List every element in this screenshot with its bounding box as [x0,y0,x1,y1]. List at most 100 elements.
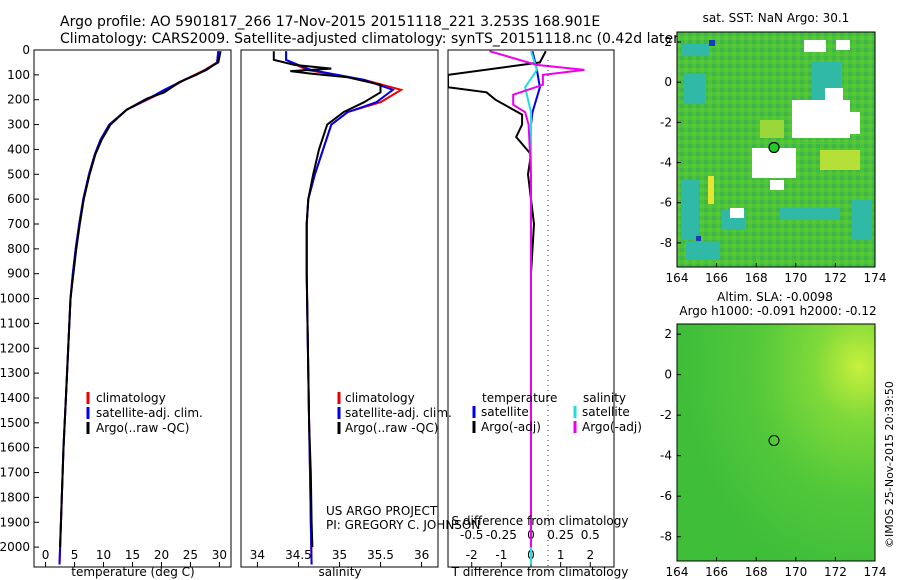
map-lat-tick-label: -2 [660,115,672,129]
depth-tick-label: 1900 [0,515,30,529]
salinity-axis-label: salinity [318,565,361,579]
sst-map-frame [676,31,876,268]
temperature-climatology-line [58,51,220,565]
map-lon-tick-label: 168 [745,271,768,285]
s-difference-tick-label: -0.5 [460,528,483,542]
salinity-tick-label: 34 [250,548,265,562]
salinity-argo-line [272,51,382,548]
depth-tick-label: 1300 [0,366,30,380]
sst-map-title: sat. SST: NaN Argo: 30.1 [703,11,850,25]
salinity-axis-ticks: 34 34.5 35 35.5 36 [250,548,429,567]
t-difference-tick-label: 1 [557,548,565,562]
argo-location-marker [768,141,780,154]
s-difference-tick-label: -0.25 [486,528,517,542]
map-lat-tick-label: -8 [660,236,672,250]
depth-axis-ticks: 0 100 200 300 400 500 600 700 800 900 1000 1100 1200… [0,43,39,554]
temperature-argo-line [59,50,222,548]
credit-line-1: US ARGO PROJECT [326,504,438,518]
legend-salinity-heading: salinity [583,391,626,405]
salinity-plot-frame [240,49,439,568]
map-lon-tick-label: 168 [745,565,768,579]
depth-tick-label: 1100 [0,316,30,330]
depth-tick-label: 1000 [0,292,30,306]
legend-climatology-label: climatology [96,391,166,405]
map-lat-tick-label: 0 [664,75,672,89]
map-lat-tick-label: -8 [660,530,672,544]
salinity-legend: climatology satellite-adj. clim. Argo(..… [337,391,452,435]
depth-tick-label: 1500 [0,416,30,430]
s-difference-tick-label: 0.25 [547,528,574,542]
map-lon-tick-label: 172 [824,565,847,579]
depth-tick-label: 1400 [0,391,30,405]
map-lat-tick-label: -2 [660,408,672,422]
legend-s-satellite-label: satellite [582,405,630,419]
difference-series [448,50,585,565]
map-lat-tick-label: -6 [660,489,672,503]
header-line-1: Argo profile: AO 5901817_266 17-Nov-2015… [60,14,600,30]
sla-map-frame [676,323,876,562]
temperature-legend: climatology satellite-adj. clim. Argo(..… [86,391,203,435]
temperature-tick-label: 25 [183,548,198,562]
t-difference-tick-label: 2 [586,548,594,562]
depth-tick-label: 1700 [0,466,30,480]
t-difference-axis-label: T difference from climatology [451,565,629,579]
temperature-axis-ticks: 0 5 10 15 20 25 30 [42,548,227,567]
s-difference-tick-label: 0.5 [581,528,600,542]
t-difference-tick-label: -2 [466,548,478,562]
depth-tick-label: 300 [7,118,30,132]
map-lon-tick-label: 174 [864,565,887,579]
legend-argo-label: Argo(..raw -QC) [96,421,189,435]
header-line-2: Climatology: CARS2009. Satellite-adjuste… [60,31,684,47]
salinity-climatology-line [285,51,404,565]
legend-climatology-label: climatology [345,391,415,405]
salinity-tick-label: 36 [414,548,429,562]
map-lat-tick-label: -4 [660,449,672,463]
temperature-tick-label: 30 [212,548,227,562]
sla-map-image [677,324,875,561]
depth-tick-label: 0 [22,43,30,57]
map-lon-tick-label: 170 [784,565,807,579]
salinity-satellite-line [285,51,396,565]
salinity-tick-label: 34.5 [285,548,312,562]
map-lon-tick-label: 174 [864,271,887,285]
temperature-tick-label: 20 [154,548,169,562]
depth-tick-label: 2000 [0,540,30,554]
map-lon-tick-label: 164 [666,565,689,579]
temperature-series [58,50,222,565]
salinity-tick-label: 35.5 [367,548,394,562]
map-lon-tick-label: 164 [666,271,689,285]
depth-tick-label: 900 [7,267,30,281]
s-difference-axis-label: S difference from climatology [452,514,629,528]
difference-t-satellite-line [530,50,541,565]
temperature-axis-label: temperature (deg C) [71,565,194,579]
depth-tick-label: 500 [7,167,30,181]
salinity-series [272,51,404,565]
temperature-tick-label: 5 [71,548,79,562]
depth-tick-label: 200 [7,93,30,107]
t-difference-tick-label: -1 [495,548,507,562]
map-lon-tick-label: 172 [824,271,847,285]
credit-line-2: PI: GREGORY C. JOHNSON [326,518,480,532]
temperature-satellite-line [58,51,220,565]
legend-satellite-label: satellite-adj. clim. [96,406,203,420]
difference-s-argo-line [489,50,585,548]
depth-tick-label: 800 [7,242,30,256]
map-lon-tick-label: 170 [784,271,807,285]
map-lat-tick-label: 0 [664,368,672,382]
map-lat-tick-label: -6 [660,196,672,210]
legend-s-argo-label: Argo(-adj) [582,420,642,434]
depth-tick-label: 1600 [0,441,30,455]
temperature-tick-label: 0 [42,548,50,562]
salinity-tick-label: 35 [332,548,347,562]
legend-satellite-label: satellite-adj. clim. [345,406,452,420]
depth-tick-label: 100 [7,68,30,82]
map-lat-tick-label: 2 [664,35,672,49]
depth-tick-label: 1200 [0,341,30,355]
sst-map-ticks: 164 166 168 170 172 174 2 0 -2 -4 -6 -8 [660,35,886,285]
sla-map-subtitle: Argo h1000: -0.091 h2000: -0.12 [679,304,876,318]
map-lon-tick-label: 166 [705,271,728,285]
legend-argo-label: Argo(..raw -QC) [345,421,438,435]
legend-temperature-heading: temperature [482,391,557,405]
depth-tick-label: 1800 [0,490,30,504]
